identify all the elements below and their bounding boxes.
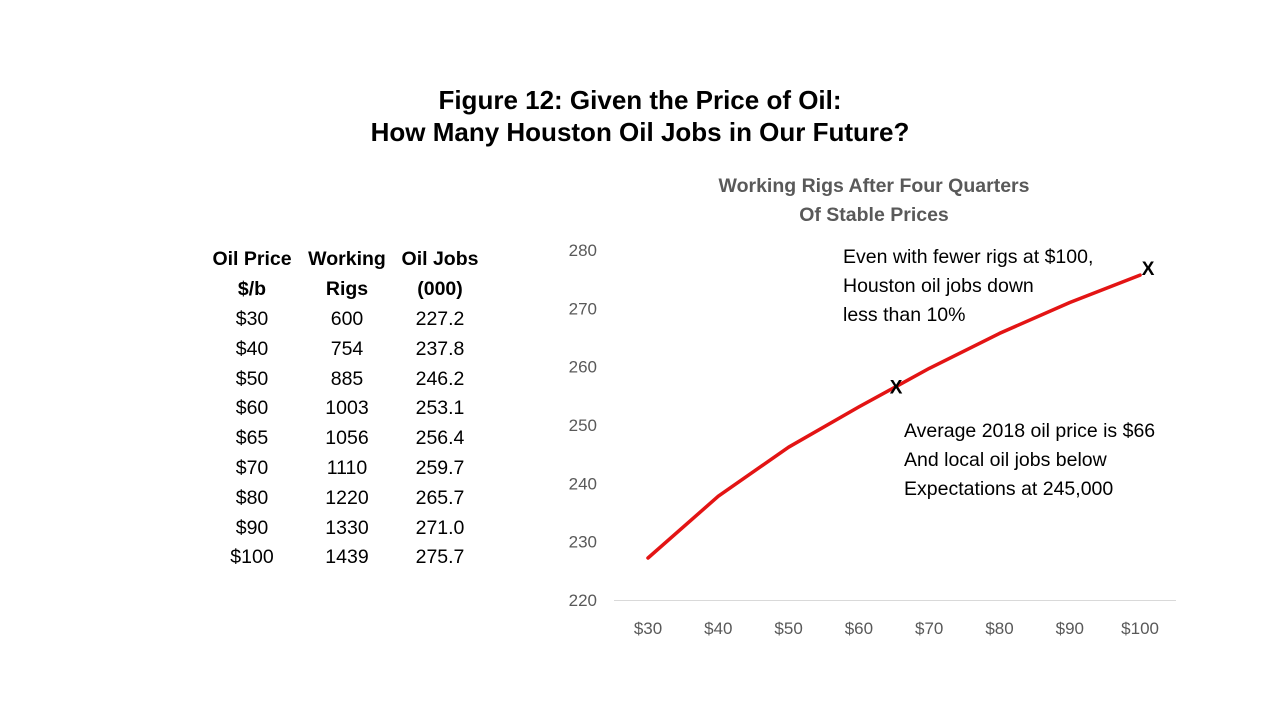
cell-jobs: 246.2 (415, 367, 465, 390)
y-tick-label: 240 (569, 474, 597, 493)
header-working: Working (308, 248, 386, 271)
cell-rigs: 1330 (325, 516, 369, 539)
cell-rigs: 1003 (325, 397, 369, 420)
y-tick-label: 250 (569, 416, 597, 435)
cell-price: $60 (235, 397, 269, 420)
table-row: $40 754 237.8 (200, 334, 490, 364)
annotation-line: Average 2018 oil price is $66 (904, 420, 1156, 442)
annotation-line: And local oil jobs below (904, 449, 1107, 471)
cell-rigs: 1439 (325, 546, 369, 569)
chart-title-line-1: Working Rigs After Four Quarters (718, 175, 1030, 197)
figure-title-line-2: How Many Houston Oil Jobs in Our Future? (370, 117, 910, 147)
series-line (646, 273, 1142, 560)
cell-price: $30 (235, 307, 269, 330)
cell-jobs: 265.7 (415, 486, 465, 509)
table-row: $50 885 246.2 (200, 364, 490, 394)
x-tick-label: $70 (915, 619, 943, 638)
x-tick-label: $50 (774, 619, 802, 638)
table-row: $70 1110 259.7 (200, 454, 490, 484)
annotation-rigs-at-100: Even with fewer rigs at $100, Houston oi… (843, 243, 1093, 330)
y-tick-label: 260 (569, 358, 597, 377)
cell-price: $100 (230, 546, 274, 569)
cell-jobs: 271.0 (415, 516, 465, 539)
y-tick-label: 230 (569, 533, 597, 552)
cell-price: $70 (235, 456, 269, 479)
annotation-line: Houston oil jobs down (843, 275, 1034, 297)
annotation-line: Even with fewer rigs at $100, (843, 246, 1094, 268)
cell-price: $90 (235, 516, 269, 539)
table-row: $60 1003 253.1 (200, 394, 490, 424)
y-tick-label: 270 (569, 299, 597, 318)
cell-jobs: 275.7 (415, 546, 465, 569)
annotation-line: less than 10% (843, 304, 966, 326)
price-rigs-jobs-table: Oil Price Working Oil Jobs $/b Rigs (000… (200, 245, 490, 573)
cell-rigs: 1110 (326, 456, 368, 479)
cell-rigs: 1056 (325, 427, 369, 450)
header-oil-price: Oil Price (212, 248, 292, 271)
table-row: $80 1220 265.7 (200, 483, 490, 513)
point-marker: X (890, 378, 903, 399)
y-tick-label: 280 (569, 241, 597, 260)
table-row: $90 1330 271.0 (200, 513, 490, 543)
x-tick-label: $40 (704, 619, 732, 638)
x-tick-label: $30 (634, 619, 662, 638)
cell-rigs: 600 (330, 307, 364, 330)
cell-price: $40 (235, 337, 269, 360)
header-rigs: Rigs (325, 278, 369, 301)
point-marker: X (1142, 259, 1155, 280)
cell-price: $80 (235, 486, 269, 509)
cell-rigs: 885 (330, 367, 364, 390)
annotation-2018-price: Average 2018 oil price is $66 And local … (904, 417, 1155, 504)
cell-rigs: 754 (330, 337, 364, 360)
cell-jobs: 253.1 (415, 397, 465, 420)
cell-jobs: 259.7 (415, 456, 465, 479)
header-per-barrel: $/b (237, 278, 267, 301)
x-tick-label: $80 (985, 619, 1013, 638)
chart-title-line-2: Of Stable Prices (799, 204, 949, 226)
table-row: $100 1439 275.7 (200, 543, 490, 573)
header-thousands: (000) (417, 278, 463, 301)
figure-title-line-1: Figure 12: Given the Price of Oil: (438, 85, 842, 115)
x-tick-label: $100 (1121, 619, 1159, 638)
figure-title: Figure 12: Given the Price of Oil: How M… (0, 84, 1280, 148)
cell-jobs: 256.4 (415, 427, 465, 450)
header-oil-jobs: Oil Jobs (401, 248, 479, 271)
cell-rigs: 1220 (325, 486, 369, 509)
x-tick-label: $90 (1056, 619, 1084, 638)
cell-price: $50 (235, 367, 269, 390)
chart-title: Working Rigs After Four Quarters Of Stab… (664, 172, 1084, 230)
cell-price: $65 (235, 427, 269, 450)
y-tick-label: 220 (569, 591, 597, 610)
table-row: $30 600 227.2 (200, 305, 490, 335)
annotation-line: Expectations at 245,000 (904, 478, 1114, 500)
table-header-row-1: Oil Price Working Oil Jobs (200, 245, 490, 275)
table-header-row-2: $/b Rigs (000) (200, 275, 490, 305)
x-tick-label: $60 (845, 619, 873, 638)
cell-jobs: 227.2 (415, 307, 465, 330)
table-row: $65 1056 256.4 (200, 424, 490, 454)
cell-jobs: 237.8 (415, 337, 465, 360)
